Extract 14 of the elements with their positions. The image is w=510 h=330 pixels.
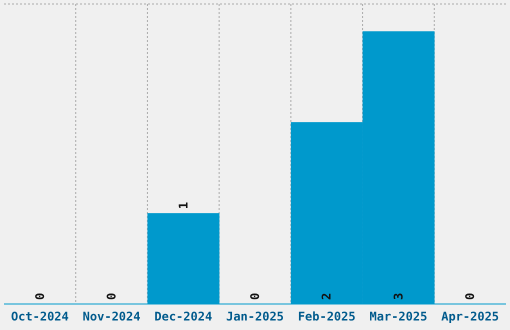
x-tick-label: Nov-2024 bbox=[82, 310, 140, 324]
x-tick-label: Dec-2024 bbox=[154, 310, 212, 324]
data-label: 0 bbox=[463, 292, 478, 300]
x-tick-label: Apr-2025 bbox=[441, 310, 500, 324]
data-label: 1 bbox=[176, 202, 190, 210]
data-label: 0 bbox=[32, 292, 47, 300]
data-label: 3 bbox=[391, 292, 406, 300]
x-tick-label: Feb-2025 bbox=[298, 310, 356, 324]
data-label: 0 bbox=[248, 292, 262, 300]
x-tick-label: Jan-2025 bbox=[226, 310, 284, 324]
x-tick-label: Mar-2025 bbox=[370, 310, 428, 324]
data-label: 0 bbox=[104, 292, 119, 300]
x-tick-label: Oct-2024 bbox=[10, 310, 69, 324]
data-label: 2 bbox=[320, 292, 334, 300]
